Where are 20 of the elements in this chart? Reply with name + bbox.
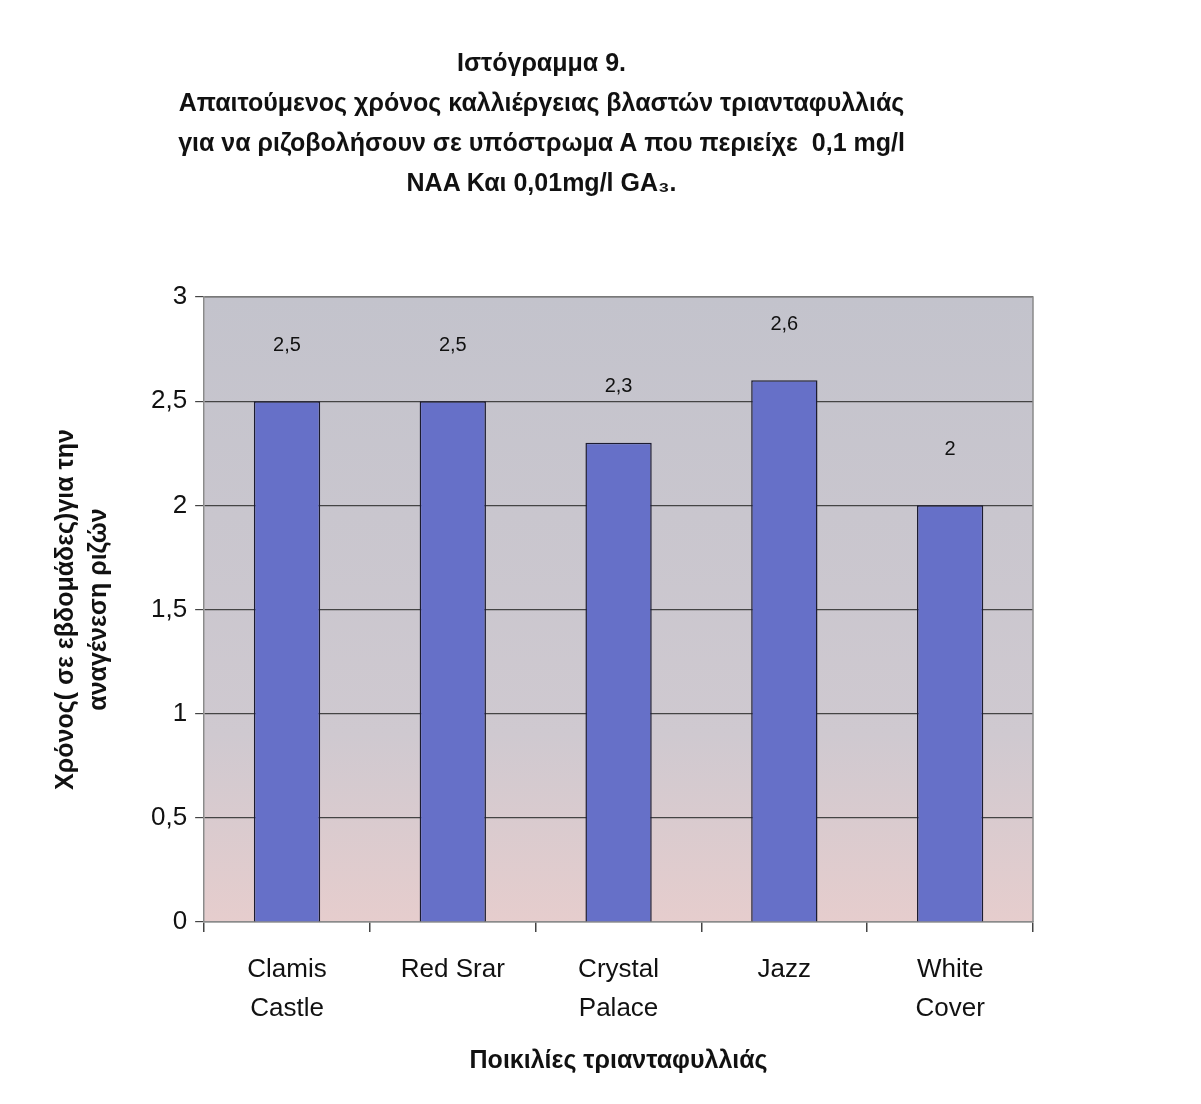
data-label: 2,6 (770, 311, 799, 334)
y-tick-label: 0 (172, 905, 188, 936)
data-label: 2,3 (604, 374, 633, 397)
y-axis-title: Χρόνος( σε εβδομάδες)για την αναγένεση ριζών (50, 429, 111, 790)
x-tick-label: White Cover (915, 952, 986, 1022)
chart-title: Ιστόγραμμα 9. Απαιτούμενος χρόνος καλλιέργειας βλαστών τριανταφυλλιάς για να ριζοβολήσουν σε υπόστρωμα Α που περιείχε 0,1 mg/l NAA Και 0,01mg/l GA₃. (178, 47, 905, 196)
y-tick-label: 0,5 (150, 801, 188, 832)
y-tick-label: 2 (172, 488, 188, 519)
y-tick-label: 3 (172, 280, 188, 311)
y-tick-label: 1,5 (150, 592, 188, 623)
x-tick-label: Clamis Castle (247, 952, 327, 1022)
data-label: 2,5 (438, 332, 467, 355)
y-tick-label: 2,5 (150, 384, 188, 415)
data-label: 2,5 (273, 332, 301, 355)
x-tick-label: Red Srar (400, 952, 506, 983)
y-tick-label: 1 (172, 696, 188, 727)
data-label: 2 (944, 436, 956, 459)
x-tick-label: Crystal Palace (578, 952, 660, 1022)
x-axis-title: Ποικιλίες τριανταφυλλιάς (469, 1044, 768, 1074)
x-tick-label: Jazz (757, 952, 812, 983)
